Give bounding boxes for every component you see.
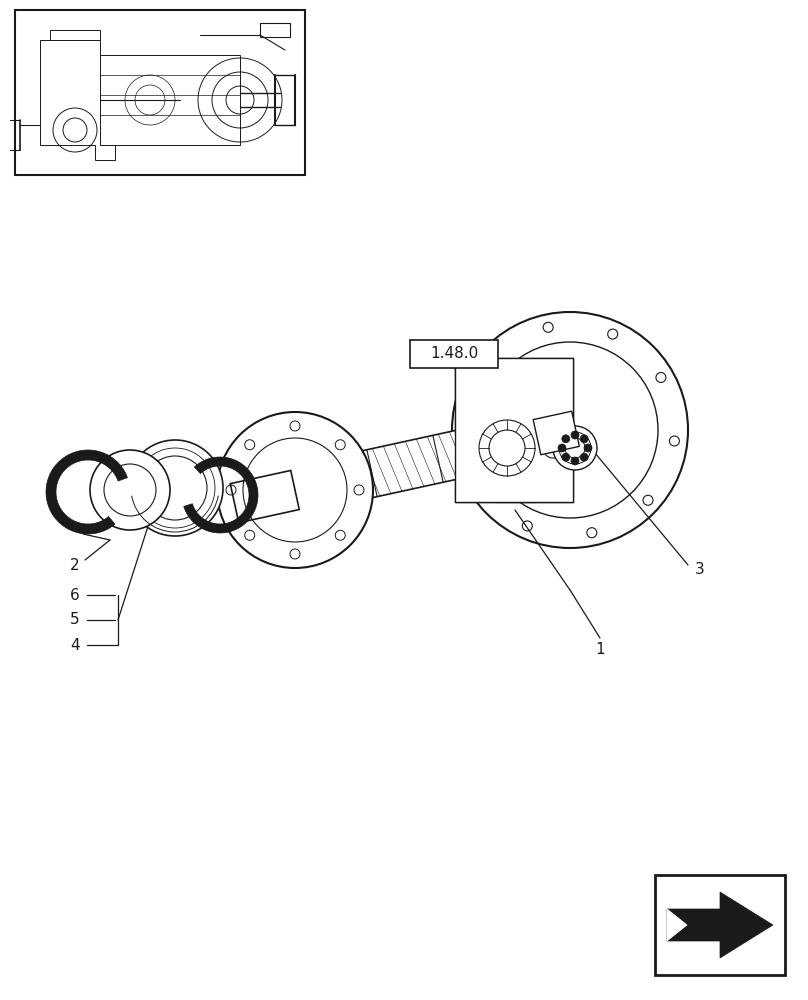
Polygon shape [230,470,299,523]
Polygon shape [667,909,687,941]
Polygon shape [183,457,258,533]
Text: 3: 3 [695,562,705,578]
Circle shape [571,457,579,465]
Bar [410,340,498,368]
Circle shape [562,435,570,443]
Polygon shape [533,411,579,455]
Polygon shape [50,30,100,40]
Text: 1.48.0: 1.48.0 [430,347,478,361]
Circle shape [565,438,585,458]
Bar [15,10,305,175]
Text: 6: 6 [70,587,80,602]
Polygon shape [40,40,115,160]
Bar [655,875,785,975]
Text: 5: 5 [70,612,80,628]
Text: 2: 2 [70,558,80,572]
Text: 1: 1 [595,643,605,658]
Polygon shape [290,407,575,513]
Circle shape [558,444,566,452]
Circle shape [217,412,373,568]
Circle shape [127,440,223,536]
Circle shape [571,431,579,439]
Bar [455,358,573,502]
Bar [455,358,573,502]
Polygon shape [100,55,240,145]
Circle shape [479,420,535,476]
Circle shape [584,444,592,452]
Circle shape [543,438,563,458]
Polygon shape [667,892,773,958]
Polygon shape [46,450,128,534]
Circle shape [580,453,588,461]
Circle shape [553,426,597,470]
Text: 4: 4 [70,638,80,652]
Circle shape [90,450,170,530]
Circle shape [562,453,570,461]
Bar [260,23,290,37]
Circle shape [580,435,588,443]
